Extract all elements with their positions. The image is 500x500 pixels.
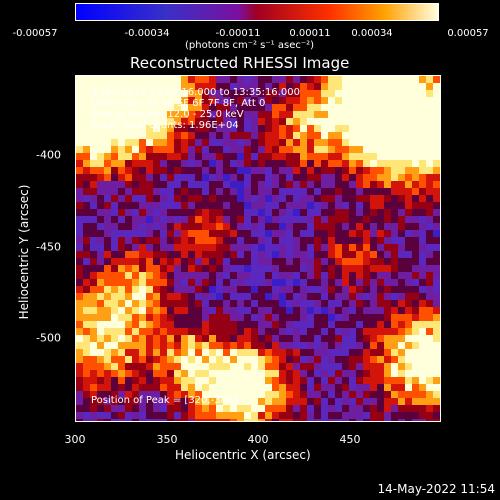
clean-counts: Clean Total counts: 1.96E+04 <box>91 120 239 131</box>
colorbar-tick: -0.00011 <box>215 28 261 39</box>
timestamp: 14-May-2022 11:54 <box>377 482 495 496</box>
x-axis-label: Heliocentric X (arcsec) <box>175 448 311 462</box>
energy-range: Energy Range: 12.0 - 25.0 keV <box>91 109 244 120</box>
y-axis-label: Heliocentric Y (arcsec) <box>17 184 31 320</box>
colorbar-tick: 0.00057 <box>447 28 489 39</box>
x-tick: 400 <box>247 433 269 446</box>
colorbar-tick: 0.00011 <box>289 28 331 39</box>
rhessi-image: 3-Jan-2013 13:30:16.000 to 13:35:16.000 … <box>75 75 441 422</box>
x-tick: 450 <box>339 433 361 446</box>
peak-position: Position of Peak = [320,-380] <box>91 395 238 406</box>
x-tick: 300 <box>64 433 86 446</box>
colorbar-tick: -0.00057 <box>12 28 58 39</box>
y-tick: -450 <box>36 240 61 254</box>
colorbar-units: (photons cm⁻² s⁻¹ asec⁻²) <box>185 40 315 51</box>
time-range: 3-Jan-2013 13:30:16.000 to 13:35:16.000 <box>91 87 300 98</box>
colorbar-gradient <box>76 4 438 20</box>
y-tick: -400 <box>36 148 61 162</box>
colorbar-tick: 0.00034 <box>351 28 393 39</box>
y-tick: -500 <box>36 331 61 345</box>
plot-title: Reconstructed RHESSI Image <box>130 54 350 72</box>
image-heatmap <box>76 76 440 421</box>
colorbar <box>75 3 439 21</box>
detectors: Detectors: 3F 4F 5F 6F 7F 8F, Att 0 <box>91 98 266 109</box>
x-tick: 350 <box>156 433 178 446</box>
colorbar-tick: -0.00034 <box>124 28 170 39</box>
